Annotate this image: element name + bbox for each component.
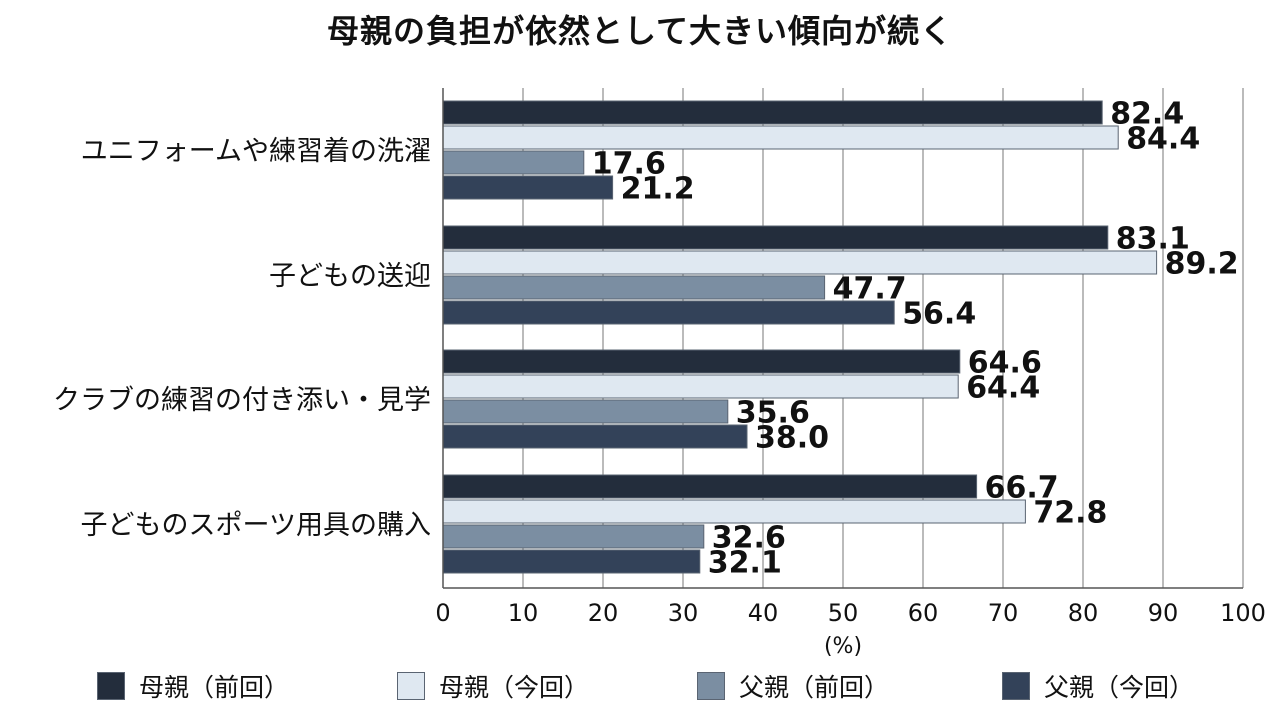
bar <box>442 549 701 574</box>
bar-chart: 0 10 20 30 40 50 60 70 80 90 100 (%) 82.484.4 17.621… <box>53 88 1266 659</box>
value-label: 32.1 <box>708 546 782 581</box>
legend-swatch <box>397 672 425 700</box>
x-tick-label: 50 <box>828 599 859 627</box>
x-tick-label: 10 <box>508 599 539 627</box>
bar <box>442 300 895 325</box>
value-label: 83.1 <box>1116 222 1190 257</box>
x-tick-label: 0 <box>435 599 450 627</box>
bar <box>442 150 585 175</box>
category-label: クラブの練習の付き添い・見学 <box>53 385 431 416</box>
bars <box>442 100 1158 574</box>
value-label: 35.6 <box>736 396 810 431</box>
value-label: 72.8 <box>1033 496 1107 531</box>
bar <box>442 349 961 374</box>
legend-item: 母親（今回） <box>397 660 589 712</box>
bar <box>442 250 1158 275</box>
x-tick-label: 20 <box>588 599 619 627</box>
x-axis-unit-label: (%) <box>824 634 862 659</box>
bar <box>442 374 959 399</box>
value-label: 82.4 <box>1110 97 1184 132</box>
x-axis: 0 10 20 30 40 50 60 70 80 90 100 (%) <box>435 88 1266 659</box>
bar <box>442 524 705 549</box>
x-tick-label: 90 <box>1148 599 1179 627</box>
bar <box>442 125 1119 150</box>
bar <box>442 175 614 200</box>
legend-swatch <box>697 672 725 700</box>
bar <box>442 474 978 499</box>
bar <box>442 225 1109 250</box>
legend-label: 母親（今回） <box>439 673 590 702</box>
legend-item: 母親（前回） <box>97 660 289 712</box>
value-label: 47.7 <box>833 272 907 307</box>
value-label: 64.4 <box>966 371 1040 406</box>
legend-label: 父親（今回） <box>1044 673 1195 702</box>
x-tick-label: 80 <box>1068 599 1099 627</box>
x-tick-label: 40 <box>748 599 779 627</box>
legend-item: 父親（今回） <box>1002 660 1194 712</box>
category-label: ユニフォームや練習着の洗濯 <box>81 136 431 167</box>
value-label: 21.2 <box>621 172 695 207</box>
value-label: 89.2 <box>1165 247 1239 282</box>
legend-label: 父親（前回） <box>739 673 890 702</box>
bar <box>442 399 729 424</box>
x-tick-label: 60 <box>908 599 939 627</box>
value-label: 56.4 <box>902 297 976 332</box>
legend: 母親（前回） 母親（今回） 父親（前回） 父親（今回） <box>0 660 1280 712</box>
value-label: 84.4 <box>1126 122 1200 157</box>
chart-title: 母親の負担が依然として大きい傾向が続く <box>326 12 954 50</box>
legend-item: 父親（前回） <box>697 660 889 712</box>
category-label: 子どものスポーツ用具の購入 <box>81 510 431 541</box>
labels: 82.484.4 17.621.2 ユニフォームや練習着の洗濯 83.189.2 47.… <box>53 97 1239 581</box>
legend-swatch <box>97 672 125 700</box>
value-label: 38.0 <box>755 421 829 456</box>
value-label: 17.6 <box>592 147 666 182</box>
x-tick-label: 30 <box>668 599 699 627</box>
gridlines <box>442 88 1244 588</box>
x-tick-label: 70 <box>988 599 1019 627</box>
category-label: 子どもの送迎 <box>269 261 431 292</box>
x-tick-label: 100 <box>1220 599 1266 627</box>
bar <box>442 424 748 449</box>
value-label: 64.6 <box>968 346 1042 381</box>
bar <box>442 275 826 300</box>
value-label: 66.7 <box>985 471 1059 506</box>
bar <box>442 100 1103 125</box>
value-label: 32.6 <box>712 521 786 556</box>
legend-swatch <box>1002 672 1030 700</box>
legend-label: 母親（前回） <box>139 673 290 702</box>
